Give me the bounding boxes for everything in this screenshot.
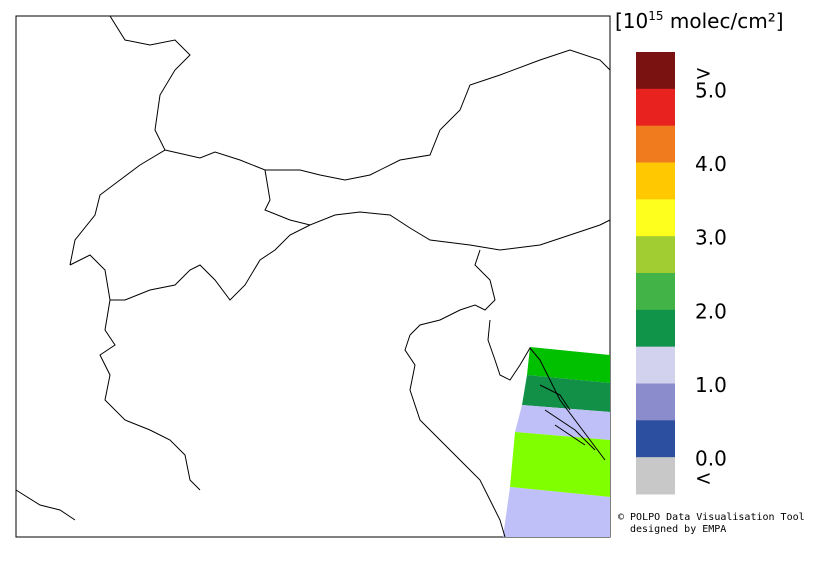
legend-label: > [695, 61, 712, 85]
legend-swatch [636, 383, 675, 421]
legend-label: 5.0 [695, 78, 727, 102]
legend: [1015 molec/cm²] >5.0 4.0 3.0 2.0 1.0 0.0< [615, 9, 784, 495]
legend-label: 3.0 [695, 226, 727, 250]
swath [510, 432, 610, 497]
border [69, 15, 191, 266]
swath [522, 375, 610, 412]
swath [527, 347, 610, 383]
legend-title-exponent: 15 [648, 9, 663, 23]
border [99, 299, 201, 491]
legend-label: 1.0 [695, 373, 727, 397]
legend-swatch [636, 52, 675, 90]
coast [404, 334, 506, 538]
map [15, 15, 611, 538]
legend-swatch [636, 273, 675, 311]
legend-title-prefix: [10 [615, 9, 648, 33]
legend-swatch [636, 125, 675, 163]
legend-swatch [636, 88, 675, 127]
map-frame [15, 15, 611, 538]
legend-label: < [695, 466, 712, 490]
legend-swatch [636, 309, 675, 348]
border [264, 169, 611, 251]
legend-swatch [636, 346, 675, 384]
legend-label: 0.0 [695, 447, 727, 471]
coast [15, 489, 76, 521]
swath [503, 487, 610, 537]
legend-swatch [636, 236, 675, 274]
border [409, 249, 496, 336]
legend-swatch [636, 420, 675, 458]
legend-swatch [636, 162, 675, 200]
credit-line: designed by EMPA [630, 524, 726, 535]
coast [487, 319, 606, 461]
legend-label: 2.0 [695, 299, 727, 323]
legend-title: [1015 molec/cm²] [615, 9, 784, 33]
legend-label: 4.0 [695, 152, 727, 176]
credit-line: © POLPO Data Visualisation Tool [618, 512, 805, 523]
legend-swatch [636, 199, 675, 237]
coast [539, 384, 596, 451]
legend-title-suffix: molec/cm²] [664, 9, 784, 33]
legend-swatch [636, 457, 675, 495]
swath [515, 405, 610, 440]
border [69, 224, 311, 301]
border [164, 49, 611, 181]
